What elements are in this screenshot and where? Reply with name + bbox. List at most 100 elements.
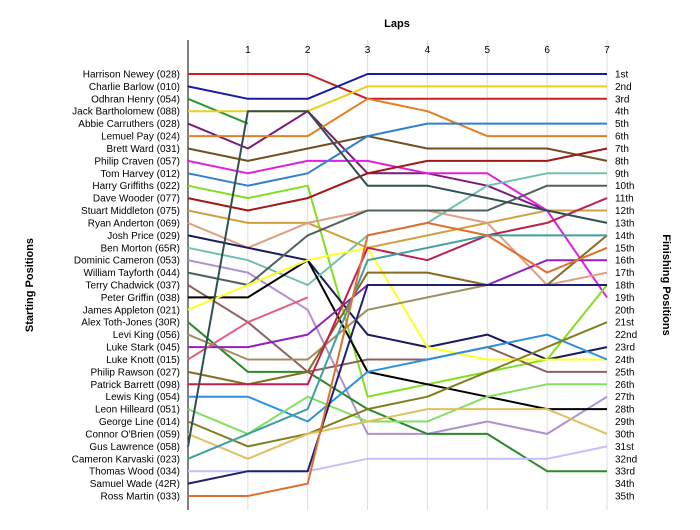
finishing-position-label: 7th (615, 144, 629, 155)
series-line (187, 110, 607, 212)
y-axis-title-left: Starting Positions (24, 238, 36, 332)
x-axis-title: Laps (384, 18, 410, 30)
starting-position-label: Cameron Karvaski (023) (72, 454, 180, 465)
starting-position-label: Dominic Cameron (053) (74, 256, 180, 267)
series-line (188, 445, 608, 473)
starting-position-label: Terry Chadwick (037) (86, 281, 180, 292)
series-line (187, 321, 608, 448)
x-tick-labels: 1 2 3 4 5 6 7 (245, 45, 610, 56)
finishing-position-label: 34th (615, 479, 634, 490)
starting-position-label: Lewis King (054) (106, 392, 180, 403)
finishing-position-label: 16th (615, 256, 634, 267)
finishing-position-label: 20th (615, 305, 634, 316)
finishing-position-label: 27th (615, 392, 634, 403)
starting-position-label: Harrison Newey (028) (83, 70, 180, 81)
series-line (188, 73, 607, 100)
grid (187, 40, 608, 510)
finishing-position-label: 13th (615, 218, 634, 229)
finishing-position-label: 30th (615, 429, 634, 440)
finishing-position-label: 8th (615, 156, 629, 167)
series-line (188, 259, 607, 411)
starting-position-label: Connor O'Brien (059) (85, 429, 180, 440)
finishing-position-labels: 1st2nd3rd4th5th6th7th8th9th10th11th12th1… (615, 70, 637, 503)
series-line (187, 234, 607, 460)
finishing-position-label: 10th (615, 181, 634, 192)
finishing-position-label: 21st (615, 318, 634, 329)
finishing-position-label: 31st (615, 442, 634, 453)
starting-position-label: William Tayforth (044) (83, 268, 180, 279)
starting-position-label: Luke Stark (045) (106, 343, 180, 354)
starting-position-label: Ben Morton (65R) (101, 243, 180, 254)
series-line (187, 296, 309, 361)
starting-position-label: Dave Wooder (077) (93, 194, 180, 205)
finishing-position-label: 9th (615, 169, 629, 180)
starting-position-label: Alex Toth-Jones (30R) (81, 318, 180, 329)
series-line (188, 221, 608, 497)
series-line (187, 73, 607, 100)
x-tick-label: 5 (485, 45, 491, 56)
starting-position-label: Jack Bartholomew (088) (72, 107, 180, 118)
starting-position-label: Tom Harvey (012) (101, 169, 180, 180)
starting-position-label: Thomas Wood (034) (89, 467, 180, 478)
series-line (187, 408, 608, 460)
starting-position-label: James Appleton (021) (83, 305, 180, 316)
finishing-position-label: 18th (615, 281, 634, 292)
series-line (187, 234, 608, 386)
x-tick-label: 3 (365, 45, 371, 56)
x-tick-label: 7 (604, 45, 610, 56)
series-line (187, 284, 607, 373)
starting-position-label: Odhran Henry (054) (91, 94, 180, 105)
series-line (187, 110, 608, 447)
starting-position-label: Patrick Barrett (098) (91, 380, 180, 391)
finishing-position-label: 12th (615, 206, 634, 217)
finishing-position-label: 29th (615, 417, 634, 428)
finishing-position-label: 11th (615, 194, 634, 205)
finishing-position-label: 15th (615, 243, 634, 254)
series-line (187, 147, 608, 212)
series-line (187, 209, 607, 249)
starting-position-label: Josh Price (029) (107, 231, 180, 242)
finishing-position-label: 17th (615, 268, 634, 279)
starting-position-label: Brett Ward (031) (106, 144, 180, 155)
series-line (187, 284, 607, 485)
starting-position-label: Stuart Middleton (075) (81, 206, 180, 217)
series-line (188, 197, 608, 386)
series-line (187, 184, 607, 286)
y-axis-title-right: Finishing Positions (660, 234, 672, 335)
starting-position-label: Samuel Wade (42R) (90, 479, 180, 490)
series-line (187, 184, 608, 398)
x-tick-label: 6 (544, 45, 550, 56)
finishing-position-label: 2nd (615, 82, 632, 93)
starting-position-label: Charlie Barlow (010) (89, 82, 180, 93)
series-line (188, 97, 607, 138)
finishing-position-label: 35th (615, 492, 634, 503)
finishing-position-label: 28th (615, 405, 634, 416)
finishing-position-label: 32nd (615, 454, 637, 465)
series-line (187, 122, 607, 187)
starting-position-label: Ryan Anderton (069) (88, 218, 180, 229)
series-line (187, 135, 608, 162)
finishing-position-label: 26th (615, 380, 634, 391)
starting-position-label: Philip Craven (057) (94, 156, 180, 167)
series-line (187, 321, 607, 473)
finishing-position-label: 25th (615, 367, 634, 378)
starting-position-label: Peter Griffin (038) (101, 293, 180, 304)
starting-position-label: Leon Hilleard (051) (95, 405, 180, 416)
x-tick-label: 4 (425, 45, 431, 56)
series-lines (187, 73, 608, 497)
finishing-position-label: 4th (615, 107, 629, 118)
starting-position-labels: Harrison Newey (028)Charlie Barlow (010)… (72, 70, 180, 503)
starting-position-label: Philip Rawson (027) (91, 367, 181, 378)
starting-position-label: Luke Knott (015) (106, 355, 180, 366)
finishing-position-label: 23rd (615, 343, 635, 354)
finishing-position-label: 6th (615, 132, 629, 143)
finishing-position-label: 1st (615, 70, 629, 81)
starting-position-label: George Line (014) (99, 417, 180, 428)
starting-position-label: Abbie Carruthers (028) (78, 119, 180, 130)
x-tick-label: 2 (305, 45, 311, 56)
finishing-position-label: 24th (615, 355, 634, 366)
series-line (187, 234, 608, 361)
series-line (187, 383, 607, 435)
